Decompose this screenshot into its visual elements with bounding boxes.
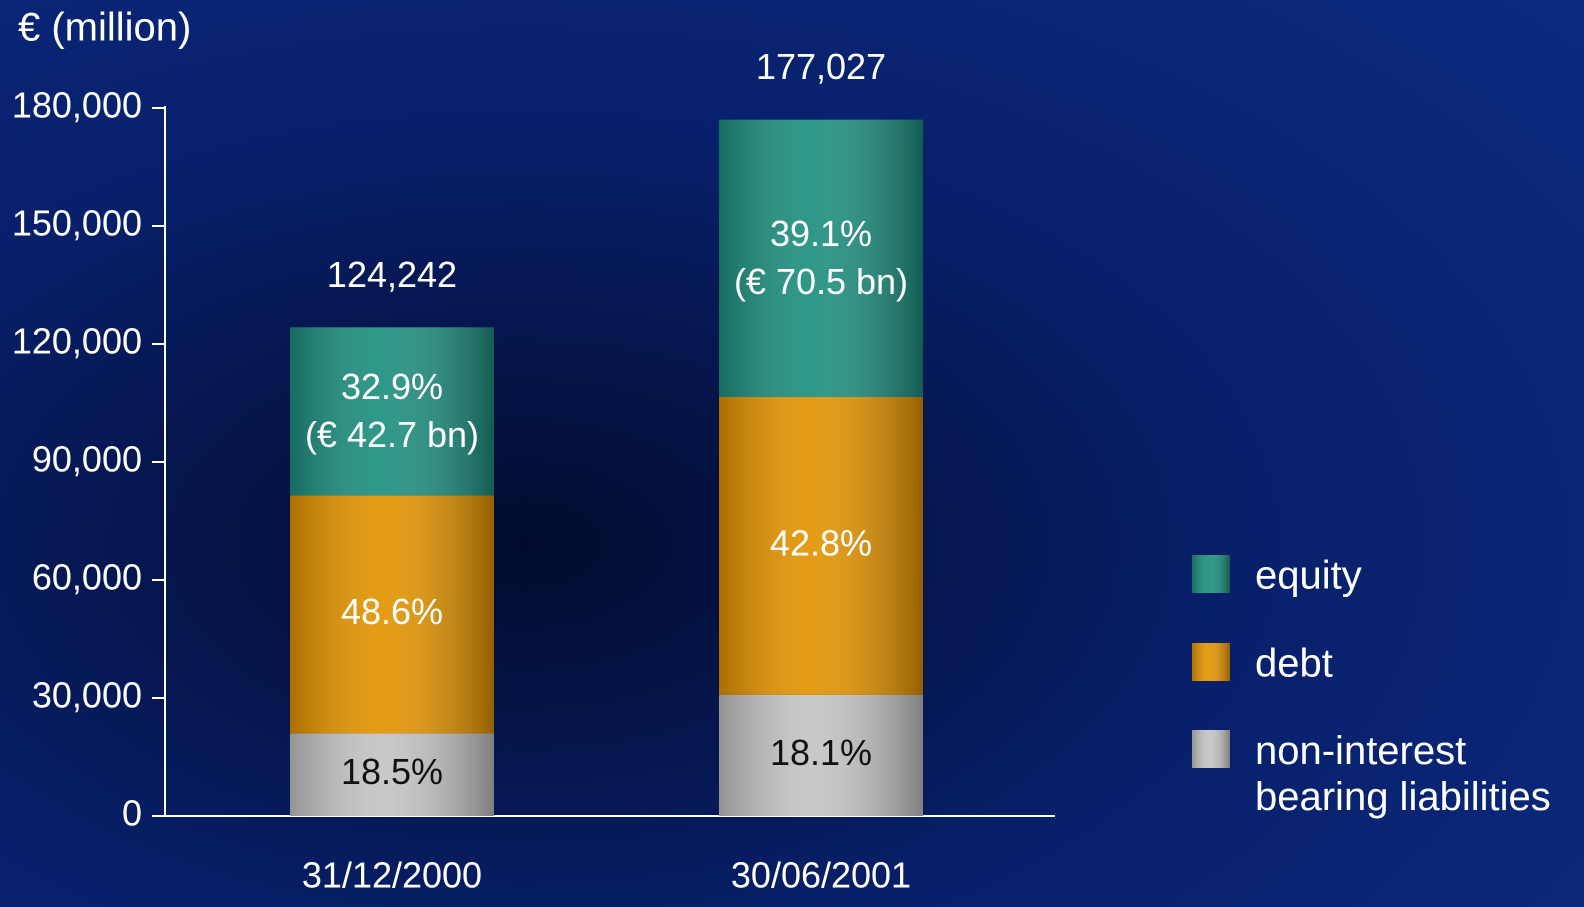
segment-sublabel: (€ 70.5 bn) [734,261,908,302]
y-tick-label: 30,000 [32,675,142,716]
y-tick-label: 150,000 [12,203,142,244]
segment-sublabel: (€ 42.7 bn) [305,414,479,455]
y-tick-label: 60,000 [32,557,142,598]
bar-shade [719,119,923,397]
legend-label: non-interest bearing liabilities [1255,729,1551,819]
y-tick-label: 0 [122,793,142,834]
legend-label: debt [1255,642,1333,686]
y-tick-label: 120,000 [12,321,142,362]
total-label: 124,242 [327,254,457,295]
segment-label: 18.1% [770,732,872,773]
legend-label: equity [1255,554,1362,598]
segment-label: 48.6% [341,591,443,632]
segment-label: 32.9% [341,366,443,407]
bar-shade [290,733,494,816]
segment-label: 42.8% [770,522,872,563]
y-axis-label: € (million) [18,6,191,50]
bar-shade [290,327,494,496]
x-tick-label: 31/12/2000 [302,855,482,896]
y-tick-label: 90,000 [32,439,142,480]
legend-shade [1192,555,1230,593]
segment-label: 39.1% [770,213,872,254]
bar-shade [719,396,923,695]
total-label: 177,027 [756,46,886,87]
bar-shade [719,694,923,816]
x-tick-label: 30/06/2001 [731,855,911,896]
segment-label: 18.5% [341,751,443,792]
legend-shade [1192,643,1230,681]
bar-shade [290,495,494,734]
legend-shade [1192,730,1230,768]
y-tick-label: 180,000 [12,85,142,126]
